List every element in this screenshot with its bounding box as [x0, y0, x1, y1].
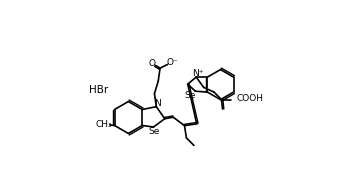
Text: N: N [154, 99, 161, 108]
Text: N⁺: N⁺ [192, 69, 203, 78]
Text: O: O [149, 59, 155, 68]
Text: HBr: HBr [89, 85, 108, 95]
Text: Se: Se [185, 91, 196, 100]
Text: O⁻: O⁻ [167, 58, 178, 67]
Text: Se: Se [149, 127, 160, 136]
Text: CH₃: CH₃ [96, 120, 112, 129]
Text: COOH: COOH [236, 94, 263, 103]
